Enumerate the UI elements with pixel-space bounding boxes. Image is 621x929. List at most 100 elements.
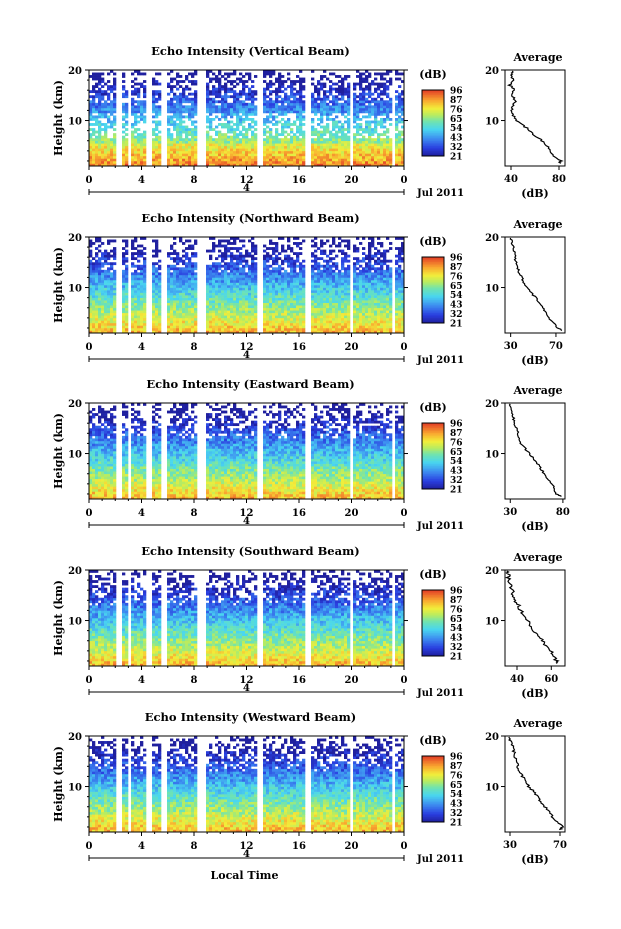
heatmap-cell: [167, 135, 171, 139]
heatmap-cell: [140, 302, 144, 306]
heatmap-cell: [236, 138, 240, 142]
heatmap-cell: [101, 77, 105, 81]
heatmap-cell: [158, 330, 162, 334]
heatmap-cell: [380, 138, 384, 142]
heatmap-cell: [227, 327, 231, 331]
colorbar-label: 65: [450, 115, 463, 125]
heatmap-cell: [170, 87, 174, 91]
heatmap-cell: [206, 107, 210, 111]
heatmap-cell: [158, 82, 162, 86]
heatmap-cell: [359, 102, 363, 106]
heatmap-cell: [137, 150, 141, 154]
heatmap-cell: [338, 158, 342, 162]
heatmap-cell: [221, 269, 225, 273]
heatmap-cell: [185, 128, 189, 131]
heatmap-cell: [293, 307, 297, 311]
heatmap-cell: [176, 128, 180, 131]
colorbar-segment: [422, 103, 444, 106]
heatmap-cell: [134, 310, 138, 314]
heatmap-cell: [401, 90, 405, 94]
heatmap-cell: [176, 115, 180, 119]
heatmap-cell: [191, 287, 195, 291]
heatmap-cell: [143, 107, 147, 111]
heatmap-cell: [215, 140, 219, 144]
heatmap-cell: [269, 290, 273, 293]
heatmap-cell: [110, 70, 114, 73]
heatmap-cell: [398, 118, 402, 121]
heatmap-cell: [110, 282, 114, 286]
heatmap-cell: [206, 90, 210, 94]
heatmap-cell: [263, 143, 267, 147]
heatmap-cell: [281, 118, 285, 121]
heatmap-cell: [176, 287, 180, 291]
heatmap-cell: [188, 112, 192, 116]
heatmap-cell: [236, 287, 240, 291]
heatmap-cell: [386, 143, 390, 147]
heatmap-cell: [170, 247, 174, 250]
heatmap-cell: [188, 244, 192, 248]
heatmap-cell: [281, 307, 285, 311]
heatmap-cell: [185, 97, 189, 101]
heatmap-cell: [188, 267, 192, 271]
heatmap-cell: [293, 110, 297, 114]
heatmap-cell: [326, 277, 330, 281]
heatmap-cell: [215, 95, 219, 99]
heatmap-cell: [143, 100, 147, 104]
heatmap-cell: [272, 274, 276, 278]
heatmap-cell: [275, 307, 279, 311]
heatmap-cell: [248, 264, 252, 268]
heatmap-cell: [152, 107, 156, 111]
heatmap-cell: [347, 158, 351, 162]
heatmap-cell: [380, 105, 384, 109]
heatmap-cell: [113, 163, 117, 167]
heatmap-cell: [266, 82, 270, 86]
heatmap-cell: [167, 252, 171, 255]
heatmap-cell: [341, 148, 345, 152]
heatmap-cell: [269, 312, 273, 316]
heatmap-cell: [347, 92, 351, 96]
heatmap-cell: [248, 160, 252, 164]
heatmap-cell: [206, 272, 210, 276]
heatmap-cell: [242, 163, 246, 167]
heatmap-cell: [317, 97, 321, 101]
heatmap-cell: [326, 302, 330, 306]
heatmap-cell: [353, 102, 357, 106]
heatmap-cell: [143, 272, 147, 276]
heatmap-cell: [362, 100, 366, 104]
heatmap-cell: [92, 262, 96, 266]
heatmap-cell: [374, 125, 378, 129]
heatmap-cell: [398, 102, 402, 106]
heatmap-cell: [272, 287, 276, 291]
heatmap-cell: [272, 302, 276, 306]
heatmap-cell: [245, 259, 249, 263]
heatmap-cell: [233, 133, 237, 136]
heatmap-cell: [152, 320, 156, 324]
heatmap-cell: [299, 100, 303, 104]
heatmap-cell: [230, 317, 234, 321]
heatmap-cell: [353, 140, 357, 144]
heatmap-cell: [299, 97, 303, 101]
heatmap-cell: [173, 325, 177, 329]
heatmap-cell: [242, 125, 246, 129]
heatmap-cell: [329, 277, 333, 281]
heatmap-cell: [131, 138, 135, 142]
heatmap-cell: [137, 140, 141, 144]
heatmap-cell: [173, 155, 177, 159]
heatmap-cell: [317, 274, 321, 278]
heatmap-cell: [347, 297, 351, 301]
heatmap-cell: [254, 249, 258, 253]
heatmap-cell: [191, 102, 195, 106]
heatmap-cell: [137, 135, 141, 139]
heatmap-cell: [287, 143, 291, 147]
heatmap-cell: [284, 105, 288, 109]
heatmap-cell: [167, 150, 171, 154]
heatmap-cell: [92, 315, 96, 319]
x-tick-label: 0: [401, 175, 408, 186]
heatmap-cell: [326, 115, 330, 119]
heatmap-cell: [155, 135, 159, 139]
heatmap-cell: [209, 125, 213, 129]
heatmap-cell: [113, 302, 117, 306]
heatmap-cell: [362, 102, 366, 106]
heatmap-cell: [143, 310, 147, 314]
heatmap-cell: [344, 92, 348, 96]
